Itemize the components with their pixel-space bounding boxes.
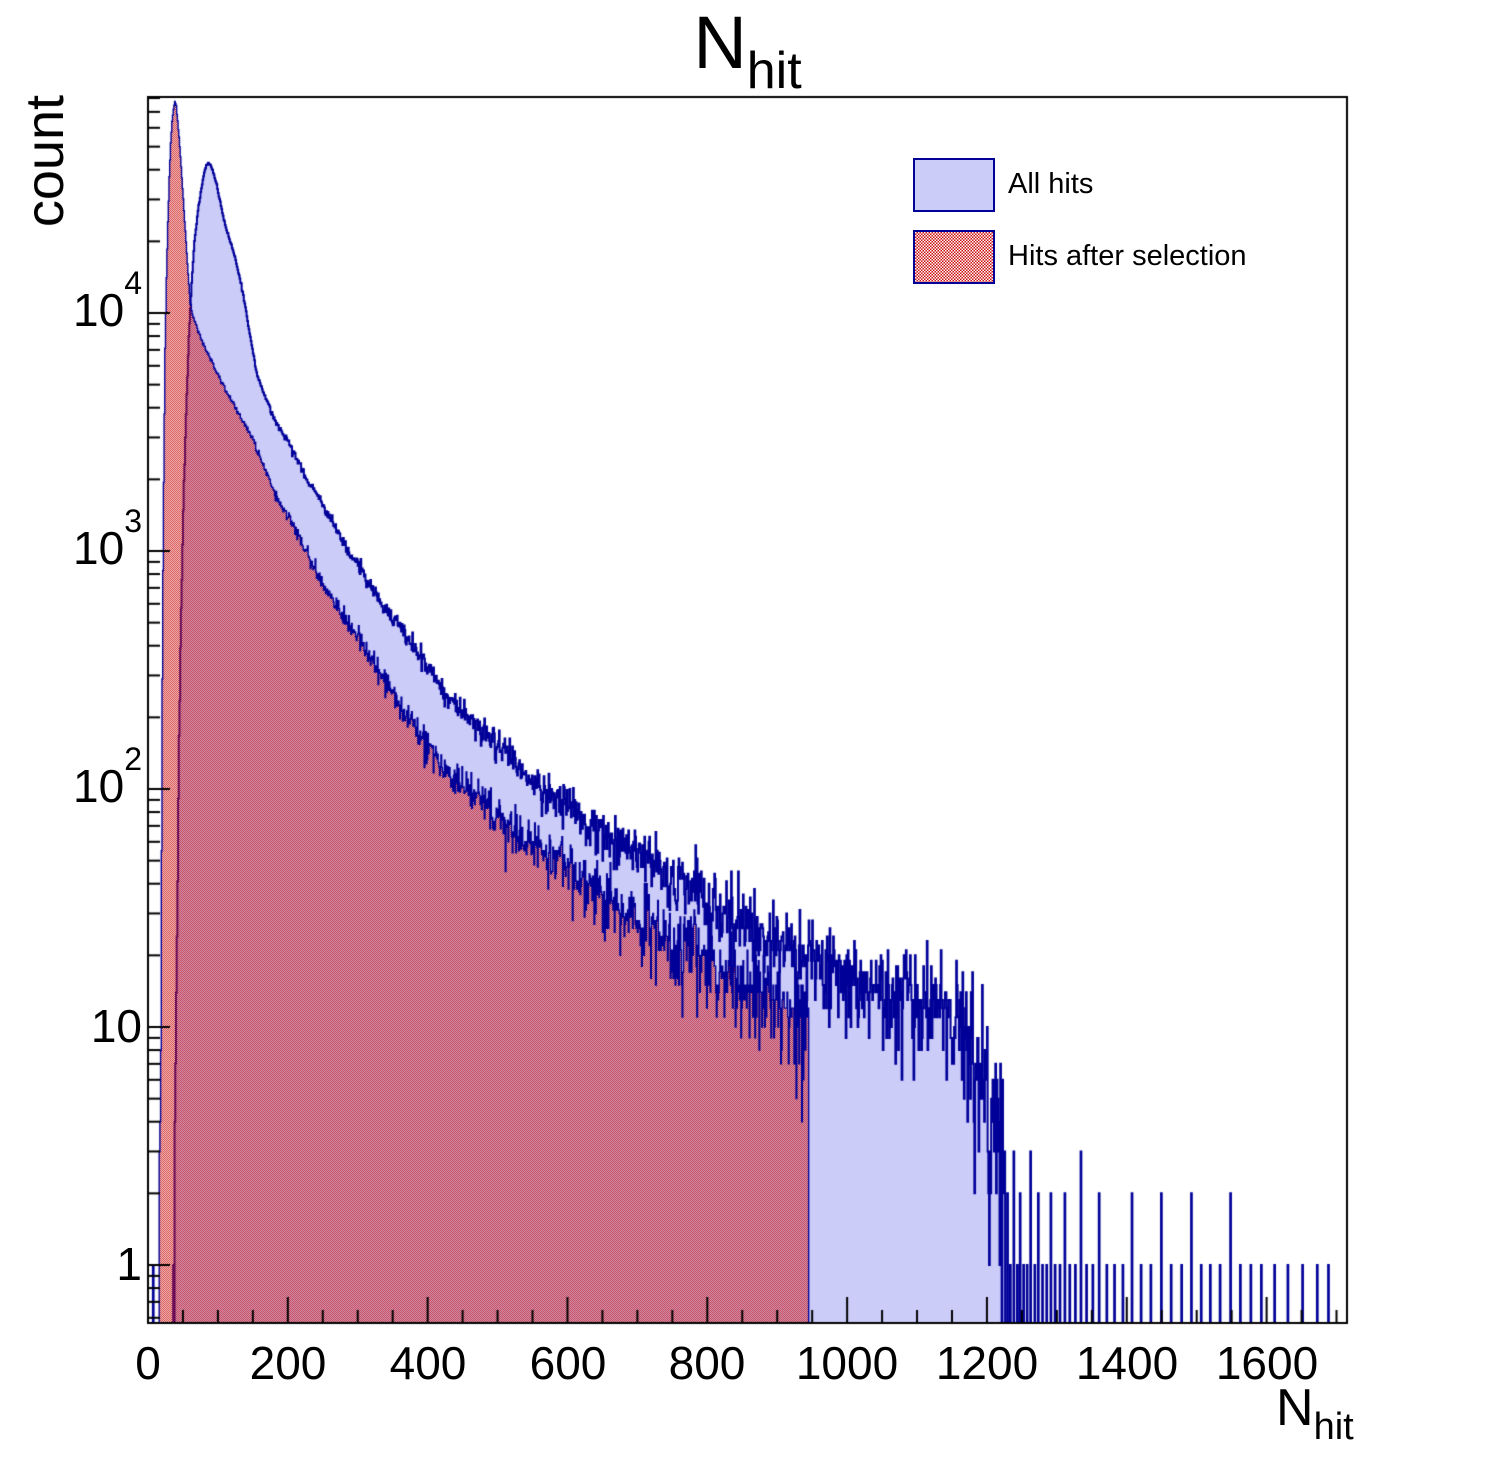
y-tick-label-10000: 104	[73, 264, 142, 336]
x-tick-label-800: 800	[668, 1337, 746, 1389]
y-tick-label-1: 1	[116, 1238, 142, 1290]
x-tick-label-600: 600	[529, 1337, 607, 1389]
y-tick-label-100: 102	[73, 740, 142, 812]
x-tick-label-400: 400	[389, 1337, 467, 1389]
y-axis-title: count	[15, 95, 75, 228]
legend-swatch-all-hits	[913, 158, 995, 212]
x-tick-label-1600: 1600	[1215, 1337, 1319, 1389]
x-tick-label-0: 0	[135, 1337, 161, 1389]
x-tick-label-1200: 1200	[935, 1337, 1039, 1389]
x-axis-title: Nhit	[1276, 1378, 1354, 1446]
x-tick-label-200: 200	[249, 1337, 327, 1389]
x-axis-title-subscript: hit	[1313, 1406, 1354, 1448]
x-axis-title-main: N	[1276, 1379, 1314, 1437]
y-tick-label-1000: 103	[73, 502, 142, 574]
legend-label-hits-after-selection: Hits after selection	[1008, 240, 1247, 272]
x-tick-label-1400: 1400	[1075, 1337, 1179, 1389]
x-tick-label-1000: 1000	[795, 1337, 899, 1389]
chart-title-main: N	[693, 1, 747, 84]
legend-swatch-hits-after-selection	[913, 230, 995, 284]
legend-label-all-hits: All hits	[1008, 168, 1094, 200]
y-tick-label-10: 10	[90, 1000, 142, 1052]
chart-title-subscript: hit	[746, 42, 802, 100]
chart-title: Nhit	[148, 1, 1347, 97]
